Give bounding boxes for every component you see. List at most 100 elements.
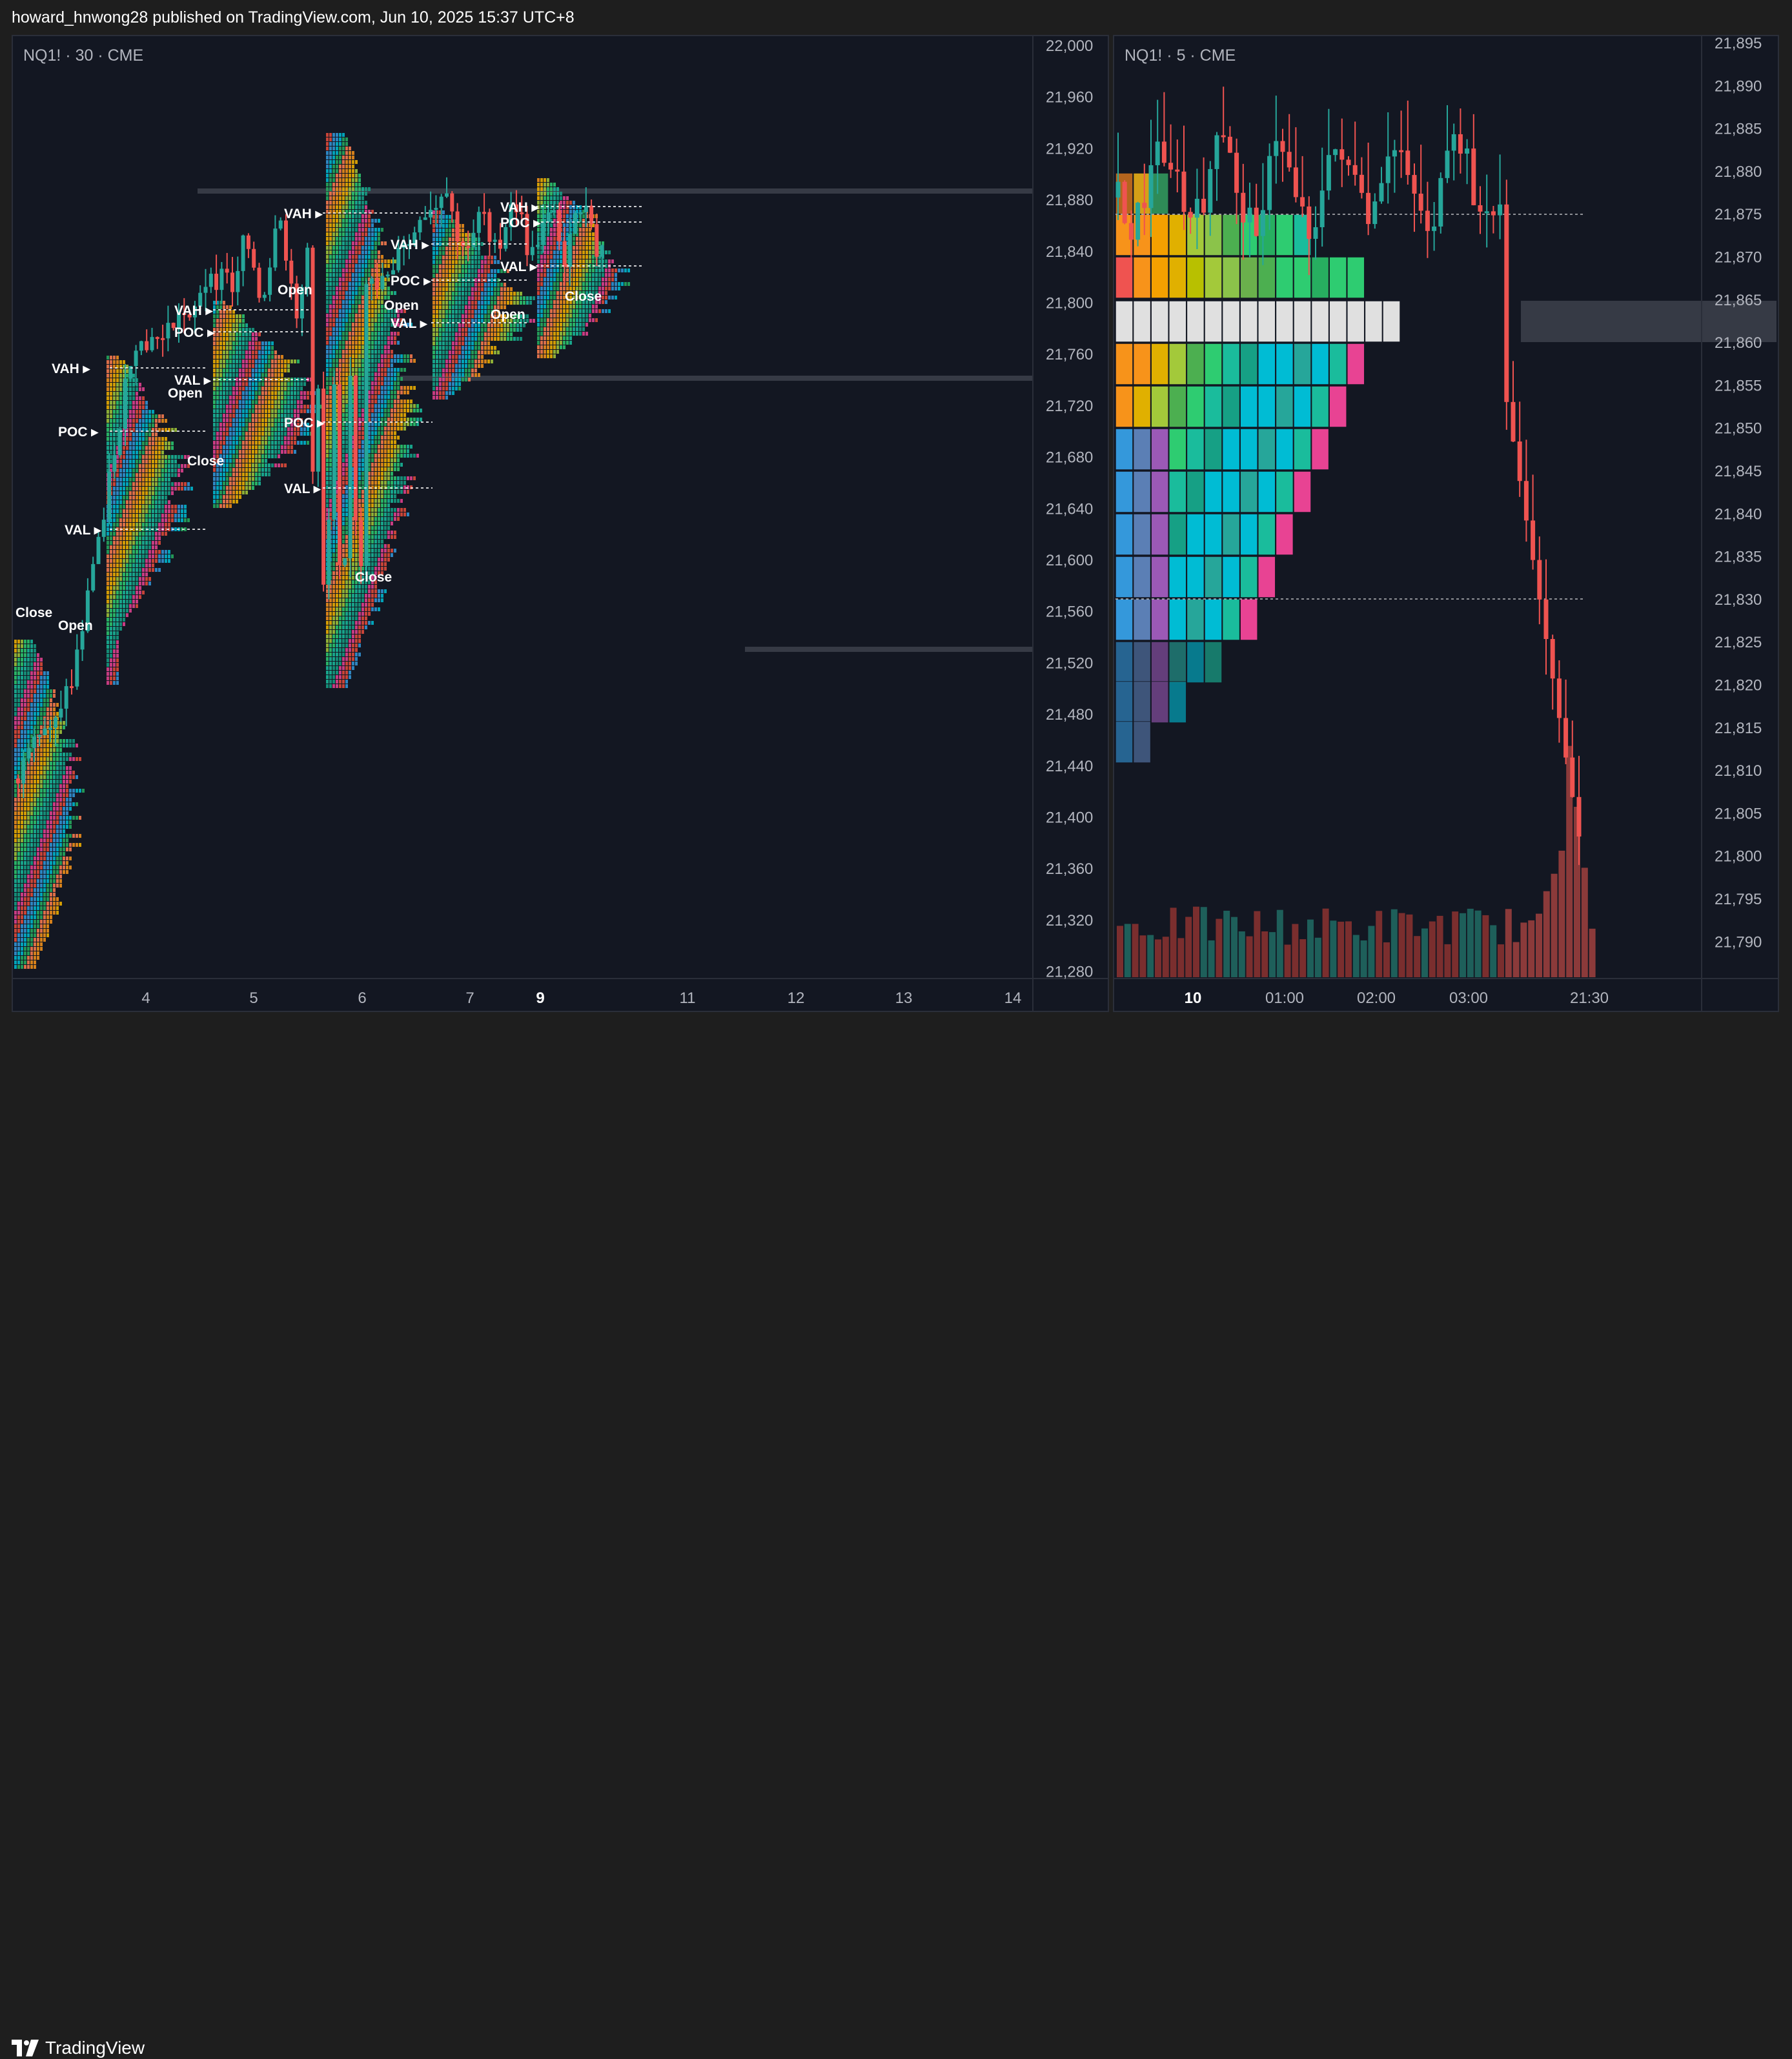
profile-cell	[342, 476, 345, 480]
left-chart-canvas[interactable]: VAH ▸POC ▸VAL ▸VAH ▸POC ▸VAL ▸VAH ▸POC ▸…	[13, 36, 1108, 1011]
profile-cell	[394, 309, 396, 313]
profile-cell	[30, 721, 33, 725]
profile-cell	[342, 291, 345, 295]
profile-cell	[139, 586, 141, 590]
profile-cell	[145, 509, 148, 513]
profile-cell	[126, 613, 128, 617]
profile-cell	[165, 437, 167, 441]
profile-cell	[384, 409, 387, 412]
profile-cell	[391, 413, 393, 417]
profile-cell	[56, 829, 59, 833]
profile-cell	[37, 893, 39, 897]
profile-cell	[284, 364, 287, 368]
profile-cell	[332, 255, 335, 259]
profile-cell	[63, 784, 65, 788]
profile-cell	[245, 346, 248, 350]
profile-cell	[50, 820, 52, 824]
profile-cell	[342, 147, 345, 150]
profile-cell	[219, 504, 222, 508]
profile-cell	[116, 613, 119, 617]
profile-cell	[384, 368, 387, 372]
profile-cell	[129, 604, 132, 608]
profile-cell	[297, 382, 300, 386]
profile-cell	[152, 518, 154, 522]
profile-cell	[136, 455, 138, 459]
profile-cell	[119, 573, 122, 576]
profile-cell	[110, 360, 112, 364]
profile-cell	[342, 395, 345, 399]
profile-cell	[113, 545, 116, 549]
profile-cell	[171, 428, 174, 432]
profile-cell	[352, 571, 354, 575]
profile-cell	[24, 920, 26, 924]
profile-cell	[290, 418, 293, 422]
profile-cell	[126, 428, 128, 432]
profile-cell	[342, 205, 345, 209]
profile-cell	[332, 540, 335, 543]
profile-cell	[371, 472, 374, 476]
profile-cell	[17, 888, 20, 892]
profile-cell	[345, 404, 348, 408]
profile-cell	[21, 658, 23, 662]
profile-cell	[336, 165, 338, 168]
profile-cell	[123, 360, 125, 364]
profile-cell	[245, 396, 248, 400]
profile-cell	[69, 802, 72, 806]
profile-cell	[139, 405, 141, 409]
left-symbol-label[interactable]: NQ1! · 30 · CME	[23, 46, 144, 65]
profile-cell	[332, 544, 335, 548]
profile-cell	[27, 956, 30, 960]
profile-cell	[27, 852, 30, 856]
profile-cell	[342, 449, 345, 453]
profile-cell	[14, 780, 17, 784]
profile-cell	[391, 363, 393, 367]
profile-cell	[24, 725, 26, 729]
profile-cell	[37, 725, 39, 729]
profile-cell	[274, 373, 277, 377]
profile-cell	[229, 504, 232, 508]
profile-cell	[278, 427, 280, 431]
profile-cell	[329, 305, 332, 309]
profile-cell	[145, 441, 148, 445]
profile-cell	[152, 441, 154, 445]
profile-cell	[119, 563, 122, 567]
profile-cell	[378, 386, 380, 390]
profile-cell	[355, 278, 358, 281]
profile-cell	[349, 318, 351, 322]
profile-cell	[361, 567, 364, 571]
profile-cell	[21, 793, 23, 797]
profile-cell	[165, 455, 167, 459]
profile-cell	[326, 196, 329, 200]
profile-cell	[155, 496, 158, 500]
profile-cell	[219, 423, 222, 427]
profile-cell	[79, 757, 81, 761]
profile-cell	[245, 360, 248, 363]
profile-cell	[378, 409, 380, 412]
profile-cell	[155, 423, 158, 427]
profile-cell	[139, 451, 141, 454]
profile-cell	[232, 472, 235, 476]
profile-cell	[165, 478, 167, 482]
profile-cell	[116, 559, 119, 563]
left-chart-panel[interactable]: NQ1! · 30 · CME VAH ▸ POC ▸ VAL ▸ VAH ▸ POC …	[12, 35, 1109, 1012]
profile-cell	[40, 920, 43, 924]
profile-cell	[27, 875, 30, 878]
profile-cell	[339, 232, 341, 236]
profile-cell	[129, 541, 132, 545]
profile-cell	[37, 712, 39, 716]
profile-cell	[342, 472, 345, 476]
profile-cell	[252, 432, 254, 436]
profile-cell	[342, 332, 345, 336]
profile-cell	[229, 305, 232, 309]
profile-cell	[14, 820, 17, 824]
profile-cell	[17, 875, 20, 878]
profile-cell	[46, 843, 49, 847]
profile-cell	[40, 906, 43, 910]
profile-cell	[27, 951, 30, 955]
profile-cell	[17, 667, 20, 671]
profile-cell	[123, 441, 125, 445]
profile-cell	[287, 360, 290, 363]
profile-cell	[326, 490, 329, 494]
profile-cell	[40, 875, 43, 878]
profile-cell	[123, 541, 125, 545]
